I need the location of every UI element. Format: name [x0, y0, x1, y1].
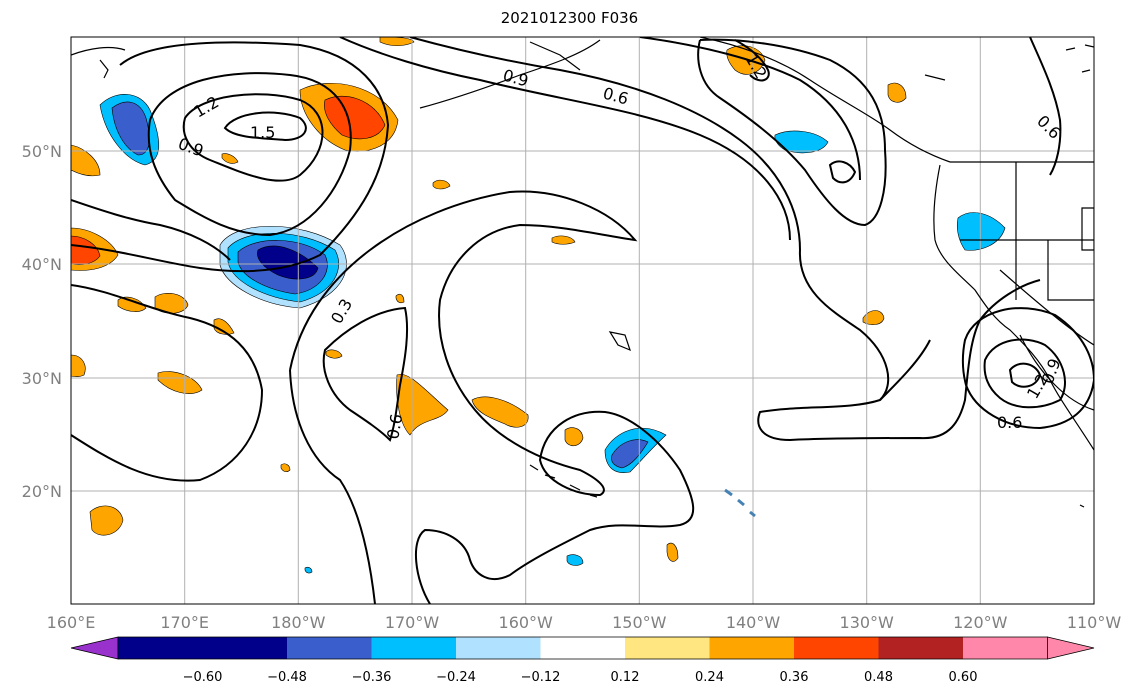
positive-anomaly-blob: [324, 95, 386, 140]
colorbar-segment: [794, 637, 879, 659]
colorbar-segment: [287, 637, 372, 659]
lon-label: 160°E: [47, 613, 96, 632]
positive-anomaly-blob: [213, 318, 235, 335]
colorbar-tick-label: −0.48: [267, 670, 307, 685]
colorbar-tick-label: 0.36: [780, 670, 809, 685]
colorbar-tick-label: 0.48: [864, 670, 893, 685]
positive-anomaly-blob: [432, 179, 451, 190]
positive-anomaly-blob: [564, 427, 584, 447]
colorbar-tick-label: 0.12: [611, 670, 640, 685]
negative-anomaly-blob: [566, 554, 584, 566]
colorbar-segment: [456, 637, 541, 659]
positive-anomaly-blob: [71, 235, 101, 266]
positive-anomaly-blob: [280, 463, 291, 473]
contour-label: 0.6: [383, 412, 406, 440]
positive-anomaly-blob: [395, 293, 405, 304]
map-area: 1.5 1.2 0.9 0.9 0.6 1.2 0.6 0.3 0.6 0.6 …: [71, 37, 1094, 604]
lon-label: 120°W: [953, 613, 1008, 632]
colorbar: −0.60 −0.48 −0.36 −0.24 −0.12 0.12 0.24 …: [70, 636, 1095, 685]
positive-anomaly-blob: [221, 153, 239, 164]
colorbar-segment: [202, 637, 287, 659]
colorbar-tick-label: 0.60: [949, 670, 978, 685]
contour-label: 1.5: [250, 123, 275, 142]
positive-anomaly-blob: [157, 371, 203, 394]
colorbar-extend-high: [1047, 636, 1095, 660]
negative-anomaly-blob: [257, 245, 319, 280]
contour-lines: [71, 37, 1094, 604]
colorbar-segment: [371, 637, 456, 659]
colorbar-segment: [118, 637, 203, 659]
colorbar-segment: [709, 637, 794, 659]
lon-label: 110°W: [1067, 613, 1122, 632]
lon-label: 150°W: [612, 613, 667, 632]
lon-label: 180°W: [271, 613, 326, 632]
colorbar-tick-label: −0.60: [183, 670, 223, 685]
positive-anomaly-blob: [117, 296, 147, 312]
colorbar-segment: [878, 637, 963, 659]
contour-label: 0.6: [997, 413, 1022, 432]
positive-anomaly-blob: [862, 310, 885, 325]
colorbar-tick-label: −0.24: [436, 670, 476, 685]
lat-label: 40°N: [22, 255, 62, 274]
colorbar-segment: [963, 637, 1048, 659]
map-frame: [70, 36, 1095, 605]
lon-label: 130°W: [840, 613, 895, 632]
lon-label: 140°W: [726, 613, 781, 632]
negative-anomaly-blob: [304, 566, 313, 574]
lon-label: 170°W: [385, 613, 440, 632]
positive-anomaly-blob: [551, 235, 576, 245]
positive-anomaly-blob: [887, 82, 907, 103]
positive-anomaly-blob: [471, 396, 529, 428]
positive-anomaly-blob: [89, 505, 124, 536]
positive-anomaly-blob: [396, 373, 449, 436]
positive-anomaly-blob: [325, 349, 343, 359]
coastlines: [71, 37, 1094, 518]
lat-label: 20°N: [22, 482, 62, 501]
colorbar-tick-label: 0.24: [695, 670, 724, 685]
positive-anomaly-blob: [71, 354, 86, 377]
lat-label: 30°N: [22, 369, 62, 388]
positive-anomaly-blob: [71, 144, 101, 177]
lon-label: 160°W: [499, 613, 554, 632]
colorbar-segment: [625, 637, 710, 659]
latitude-labels: 50°N 40°N 30°N 20°N: [22, 142, 62, 501]
colorbar-tick-label: −0.12: [521, 670, 561, 685]
lat-label: 50°N: [22, 142, 62, 161]
longitude-labels: 160°E 170°E 180°W 170°W 160°W 150°W 140°…: [47, 613, 1122, 632]
colorbar-extend-low: [70, 636, 119, 660]
plot-title: 2021012300 F036: [500, 9, 639, 27]
lon-label: 170°E: [160, 613, 209, 632]
positive-anomaly-blob: [666, 542, 679, 562]
colorbar-segment: [540, 637, 625, 659]
colorbar-tick-label: −0.36: [352, 670, 392, 685]
